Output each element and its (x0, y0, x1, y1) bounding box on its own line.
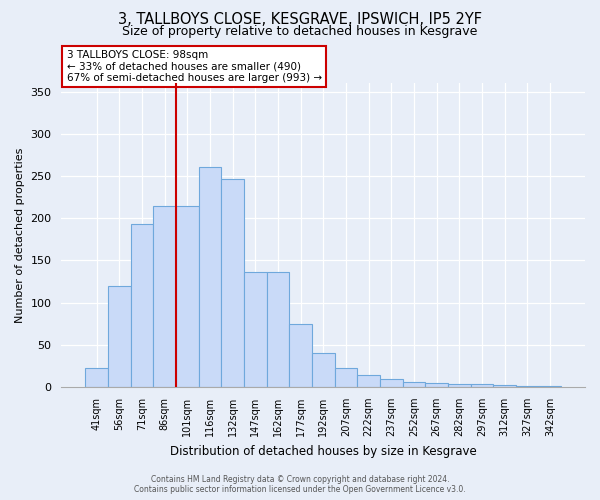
Bar (425, 382, 448, 387)
Bar (493, 386, 516, 387)
Bar (85, 368, 108, 387)
Bar (244, 272, 266, 387)
Text: Size of property relative to detached houses in Kesgrave: Size of property relative to detached ho… (122, 25, 478, 38)
Bar (312, 353, 335, 387)
Bar (199, 166, 221, 387)
Bar (153, 206, 176, 387)
Bar (539, 386, 561, 387)
Bar (448, 384, 470, 387)
Text: Contains HM Land Registry data © Crown copyright and database right 2024.
Contai: Contains HM Land Registry data © Crown c… (134, 474, 466, 494)
Bar (470, 384, 493, 387)
Bar (289, 324, 312, 387)
Bar (131, 224, 153, 387)
Bar (357, 375, 380, 387)
Bar (221, 180, 244, 387)
Bar (108, 286, 131, 387)
X-axis label: Distribution of detached houses by size in Kesgrave: Distribution of detached houses by size … (170, 444, 476, 458)
Bar (380, 380, 403, 387)
Bar (266, 272, 289, 387)
Text: 3 TALLBOYS CLOSE: 98sqm
← 33% of detached houses are smaller (490)
67% of semi-d: 3 TALLBOYS CLOSE: 98sqm ← 33% of detache… (67, 50, 322, 83)
Bar (516, 386, 539, 387)
Y-axis label: Number of detached properties: Number of detached properties (15, 148, 25, 323)
Bar (176, 206, 199, 387)
Text: 3, TALLBOYS CLOSE, KESGRAVE, IPSWICH, IP5 2YF: 3, TALLBOYS CLOSE, KESGRAVE, IPSWICH, IP… (118, 12, 482, 28)
Bar (335, 368, 357, 387)
Bar (403, 382, 425, 387)
